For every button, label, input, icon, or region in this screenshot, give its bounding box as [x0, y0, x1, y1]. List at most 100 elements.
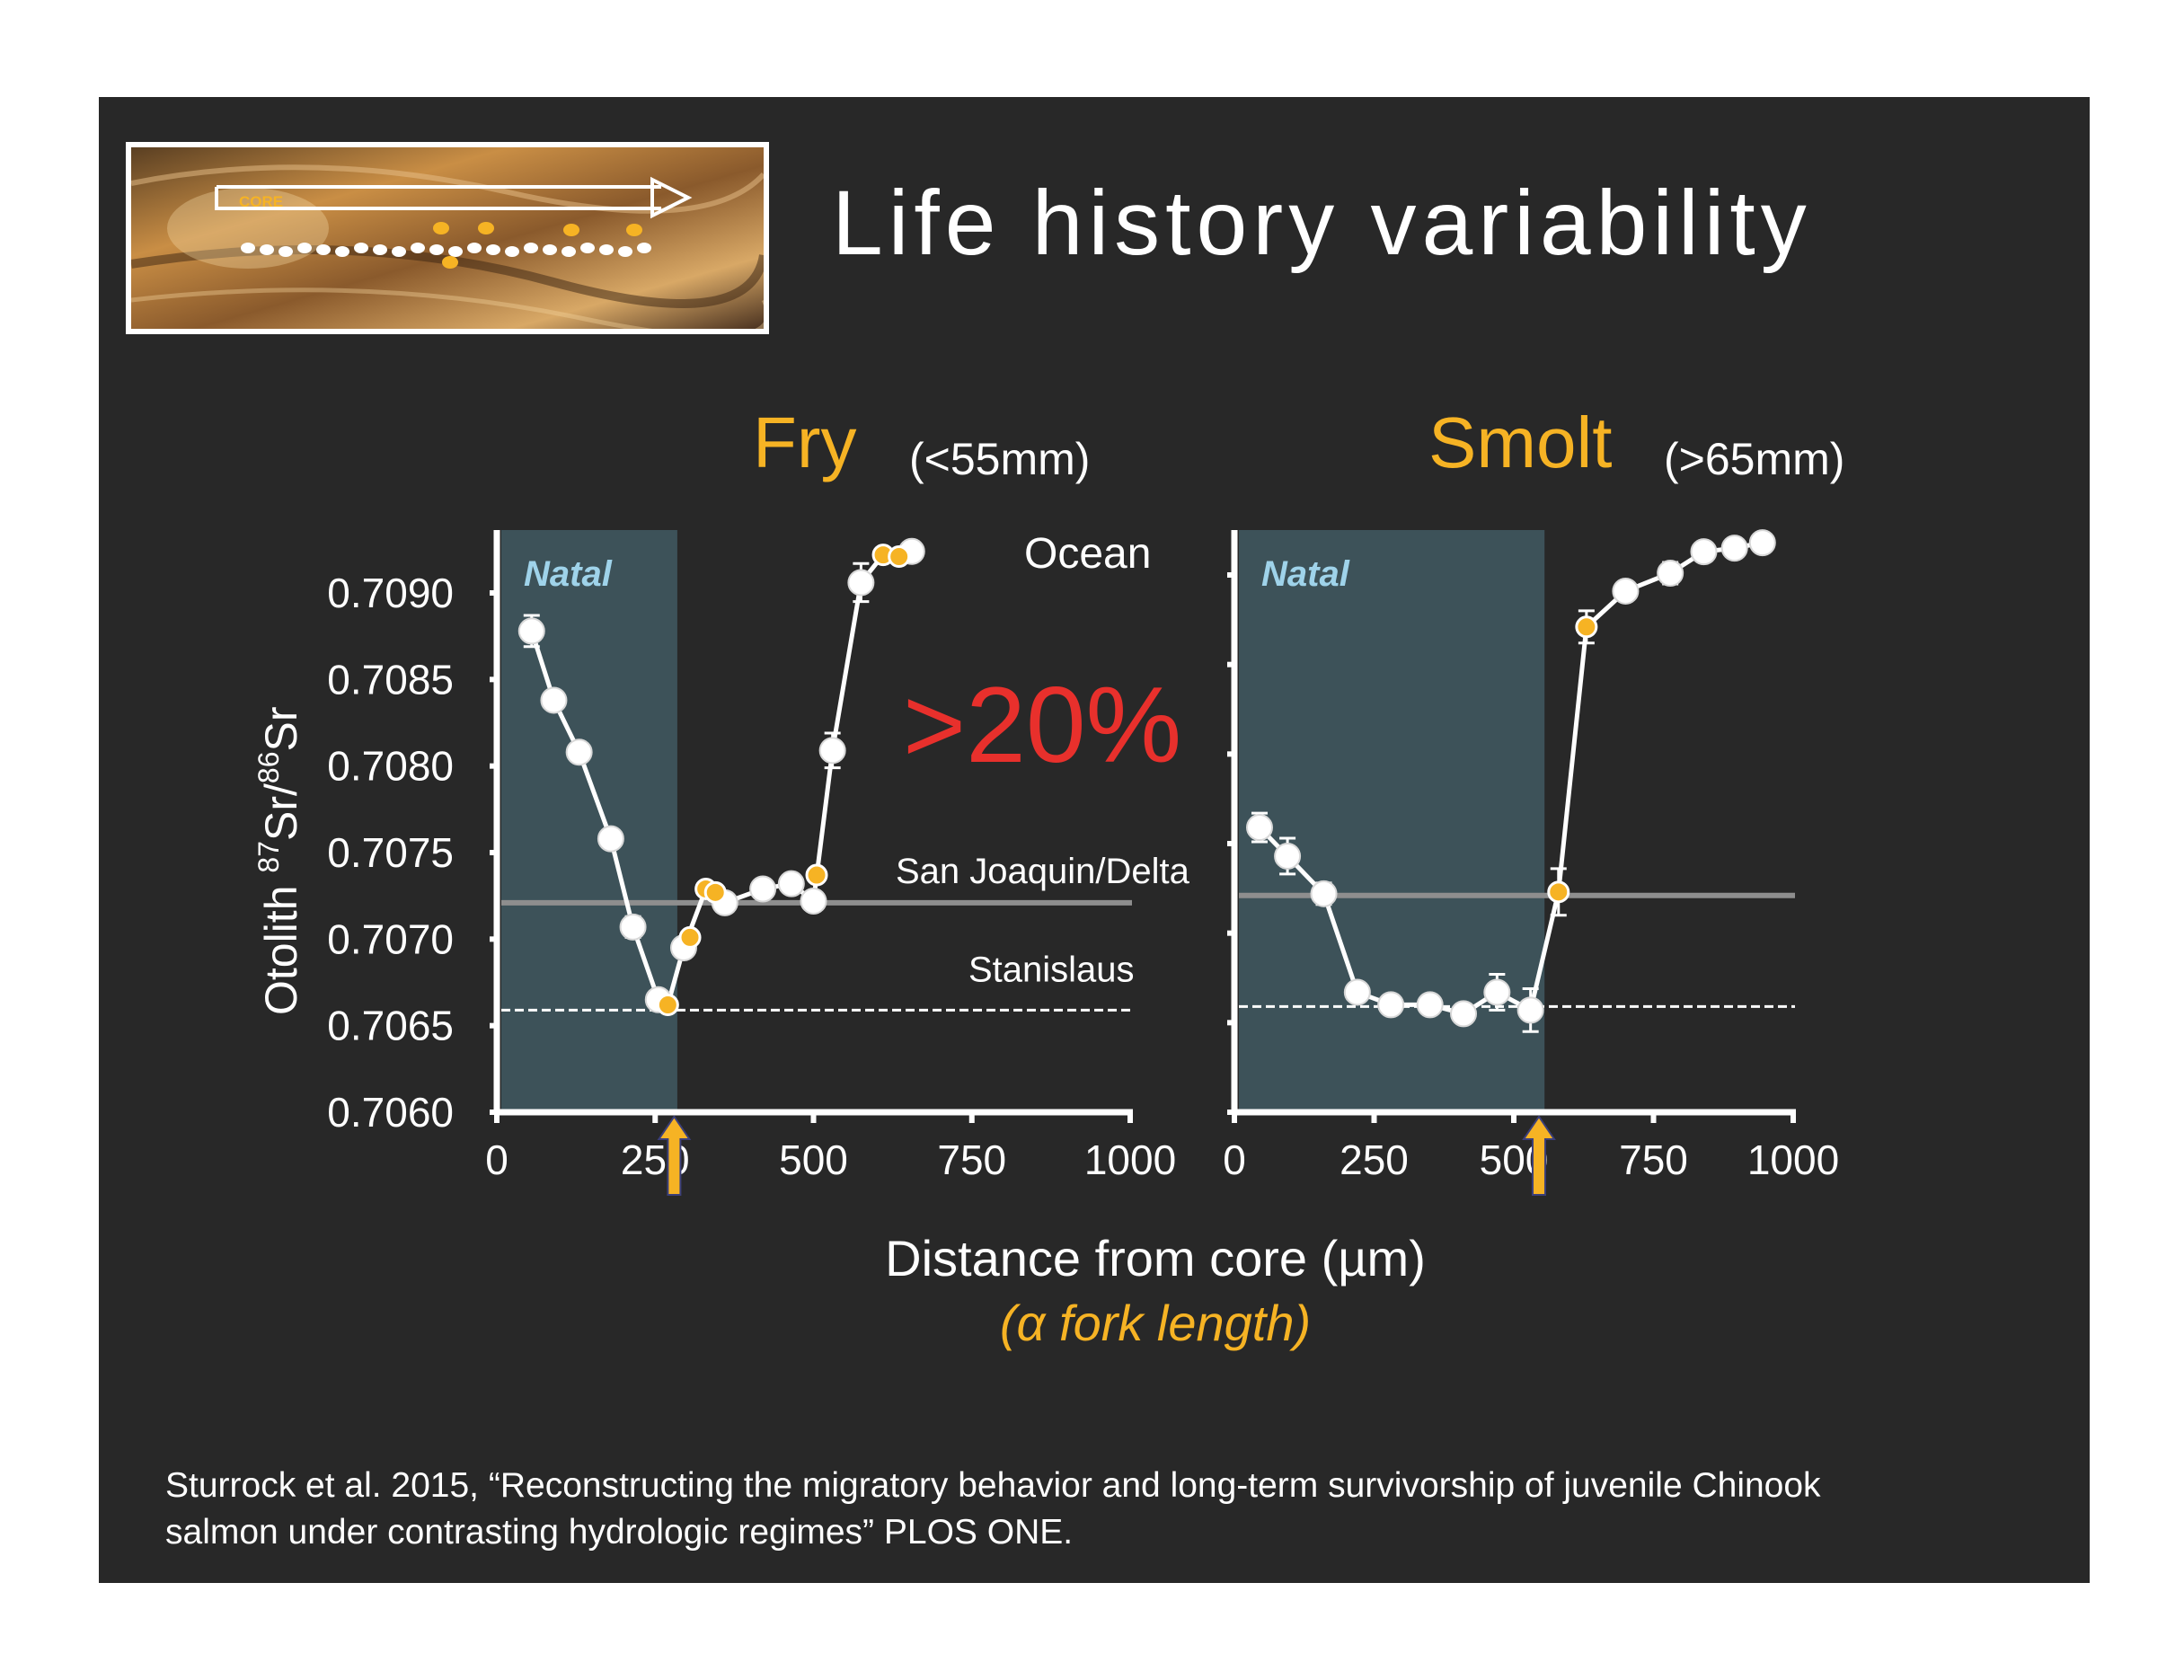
data-point — [749, 875, 777, 903]
x-axis-label: Distance from core (µm) — [885, 1230, 1426, 1287]
transition-arrow — [1522, 1115, 1556, 1196]
x-tick-label: 750 — [937, 1136, 1006, 1183]
data-point — [800, 887, 827, 915]
data-point-highlight — [1575, 615, 1598, 639]
thumbnail-spot — [467, 243, 482, 253]
thumbnail-spot — [580, 243, 595, 253]
shared-labels: Otolith 87Sr/86Sr Distance from core (µm)… — [252, 707, 1426, 1352]
thumbnail-spot — [279, 246, 293, 257]
y-tick-label: 0.7070 — [327, 915, 454, 962]
thumbnail-highlight-spot — [442, 256, 458, 269]
y-tick-label: 0.7075 — [327, 829, 454, 876]
x-tick-label: 1000 — [1084, 1136, 1176, 1183]
thumbnail-spot — [505, 246, 519, 257]
data-point — [818, 737, 846, 765]
data-point — [619, 913, 647, 941]
thumbnail-highlight-spot — [433, 222, 449, 234]
thumbnail-highlight-spot — [626, 224, 642, 236]
natal-region — [1239, 530, 1545, 1112]
x-tick-label: 250 — [1340, 1136, 1409, 1183]
thumbnail-spot — [486, 244, 500, 255]
y-tick-label: 0.7090 — [327, 570, 454, 616]
thumbnail-spot — [561, 246, 576, 257]
thumbnail-core-label: CORE — [239, 193, 283, 210]
y-axis-label-part: Otolith — [256, 873, 306, 1015]
data-point — [1343, 978, 1371, 1006]
series-line — [1258, 540, 1764, 1016]
thumbnail-spot — [241, 243, 255, 253]
data-point — [597, 825, 624, 853]
page-title: Life history variability — [832, 172, 1812, 274]
data-point — [1612, 577, 1640, 605]
citation: Sturrock et al. 2015, “Reconstructing th… — [165, 1463, 2052, 1556]
data-point — [1450, 1000, 1478, 1028]
thumbnail-spot — [543, 244, 557, 255]
x-tick-label: 0 — [485, 1136, 508, 1183]
panel-subtitle: (<55mm) — [909, 434, 1090, 484]
thumbnail-spot — [373, 244, 387, 255]
citation-line-1: Sturrock et al. 2015, “Reconstructing th… — [165, 1466, 1821, 1505]
data-point — [1310, 880, 1338, 907]
citation-line-2: salmon under contrasting hydrologic regi… — [165, 1513, 1074, 1552]
y-tick-label: 0.7080 — [327, 743, 454, 790]
percent-annotation: >20% — [903, 665, 1181, 785]
data-point — [1720, 535, 1748, 562]
x-axis-note: (α fork length) — [1000, 1295, 1311, 1351]
y-axis-label-part: Sr — [256, 707, 306, 752]
thumbnail-spot — [599, 244, 614, 255]
natal-region — [501, 530, 677, 1112]
panel-title: Smolt — [1428, 402, 1613, 482]
data-point — [1748, 529, 1776, 557]
data-point-highlight — [678, 925, 702, 949]
thumbnail-spot — [429, 244, 444, 255]
data-point-highlight — [805, 863, 828, 887]
y-axis-label: Otolith 87Sr/86Sr — [252, 707, 306, 1016]
otolith-thumbnail: CORE — [126, 142, 769, 334]
y-axis-label-part: Sr/ — [256, 783, 306, 841]
thumbnail-spot-trail — [241, 222, 651, 269]
y-tick-label: 0.7065 — [327, 1003, 454, 1049]
y-axis-label-superscript: 86 — [252, 752, 285, 784]
transition-arrow — [657, 1115, 692, 1196]
natal-label: Natal — [524, 554, 613, 594]
data-point — [1377, 991, 1405, 1019]
panel-title: Fry — [753, 402, 857, 482]
thumbnail-spot — [392, 246, 406, 257]
thumbnail-spot — [354, 243, 368, 253]
data-point — [1274, 842, 1302, 870]
fry-panel: Natal San Joaquin/Delta Stanislaus 0.7060 0.… — [327, 402, 1190, 1196]
y-axis-label-superscript: 87 — [252, 841, 285, 873]
y-tick-label: 0.7085 — [327, 656, 454, 703]
thumbnail-highlight-spot — [478, 222, 494, 234]
data-point — [1245, 814, 1273, 842]
data-point — [565, 738, 593, 766]
thumbnail-highlight-spot — [563, 224, 579, 236]
thumbnail-spot — [297, 243, 312, 253]
thumbnail-spot — [316, 244, 331, 255]
thumbnail-spot — [448, 246, 463, 257]
data-point — [540, 686, 568, 714]
data-point-highlight — [1547, 880, 1570, 904]
data-point — [1516, 996, 1544, 1024]
x-tick-label: 500 — [779, 1136, 848, 1183]
reference-label-delta: San Joaquin/Delta — [896, 852, 1190, 891]
data-point-highlight — [703, 880, 727, 904]
data-point — [1690, 538, 1718, 566]
data-point — [1483, 978, 1511, 1006]
y-tick-label: 0.7060 — [327, 1089, 454, 1136]
panel-subtitle: (>65mm) — [1664, 434, 1844, 484]
data-point-highlight — [888, 545, 911, 569]
data-point — [517, 617, 545, 645]
data-point — [847, 569, 875, 597]
data-point — [1657, 560, 1684, 588]
thumbnail-spot — [335, 246, 349, 257]
thumbnail-spot — [618, 246, 632, 257]
x-tick-label: 0 — [1223, 1136, 1246, 1183]
otolith-image: CORE — [131, 147, 764, 329]
thumbnail-spot — [411, 243, 425, 253]
slide-background — [99, 97, 2090, 1583]
data-point — [777, 870, 805, 897]
data-point — [1416, 991, 1444, 1019]
thumbnail-spot — [637, 243, 651, 253]
